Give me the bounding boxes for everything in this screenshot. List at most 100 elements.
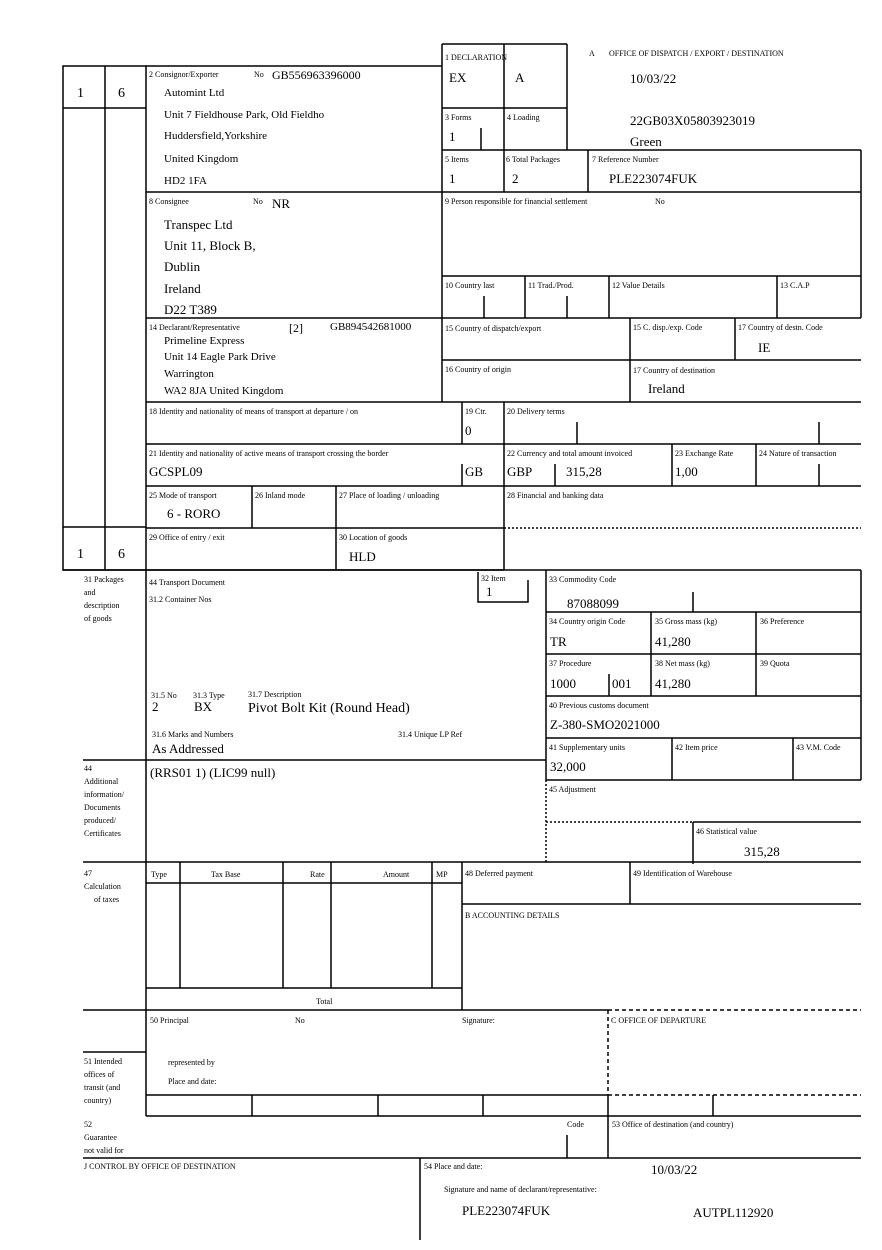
represented-by-label: represented by [168,1058,215,1067]
consignee-line: Dublin [164,259,201,274]
box7-label: 7 Reference Number [592,155,659,164]
box16-label: 16 Country of origin [445,365,511,374]
forms-value: 1 [449,129,456,144]
box51-side-label: offices of [84,1070,115,1079]
box51-side-label: 51 Intended [84,1057,122,1066]
goods-side-label: description [84,601,120,610]
side-bottom-right: 6 [118,547,125,562]
consignor-line: Huddersfield,Yorkshire [164,130,268,142]
side-top-right: 6 [118,86,125,101]
declarant-line: Unit 14 Eagle Park Drive [164,351,276,363]
boxB-label: B ACCOUNTING DETAILS [465,911,560,920]
box42-label: 42 Item price [675,743,718,752]
reference-number: PLE223074FUK [609,171,698,186]
transport-doc-label: 44 Transport Document [149,578,225,587]
signature-label: Signature: [462,1016,495,1025]
supplementary-units: 32,000 [550,759,586,774]
previous-document: Z-380-SMO2021000 [550,717,660,732]
container-flag: 0 [465,423,472,438]
box36-label: 36 Preference [760,617,805,626]
box51-side-label: country) [84,1096,112,1105]
box17-label: 17 Country of destination [633,366,715,375]
goods-side-label: of goods [84,614,112,623]
box46-label: 46 Statistical value [696,827,757,836]
consignee-line: Transpec Ltd [164,217,233,232]
tax-total-label: Total [316,997,333,1006]
box15-label: 15 Country of dispatch/export [445,324,542,333]
box1-label: 1 DECLARATION [445,53,507,62]
description-label: 31.7 Description [248,690,302,699]
item-number: 1 [486,584,493,599]
box5-label: 5 Items [445,155,469,164]
box49-label: 49 Identification of Warehouse [633,869,732,878]
pkg-no-label: 31.5 No [151,691,177,700]
box30-label: 30 Location of goods [339,533,408,542]
side-bottom-left: 1 [77,547,84,562]
box3-label: 3 Forms [445,113,472,122]
box40-label: 40 Previous customs document [549,701,649,710]
procedure-code: 1000 [550,676,576,691]
box37-label: 37 Procedure [549,659,592,668]
box52-side-label: 52 [84,1120,92,1129]
box44-side-label: Certificates [84,829,121,838]
goods-side-label: and [84,588,96,597]
box50-no-label: No [295,1016,305,1025]
pkg-type: BX [194,699,213,714]
active-transport: GCSPL09 [149,464,203,479]
box44-side-label: 44 [84,764,92,773]
box54-label: 54 Place and date: [424,1162,483,1171]
box47-side-label: Calculation [84,882,121,891]
boxC-label: C OFFICE OF DEPARTURE [611,1016,707,1025]
tax-col-mp: MP [436,870,448,879]
box44-side-label: Documents [84,803,121,812]
box53-label: 53 Office of destination (and country) [612,1120,734,1129]
box29-label: 29 Office of entry / exit [149,533,225,542]
total-packages-value: 2 [512,171,519,186]
pkg-type-label: 31.3 Type [193,691,225,700]
code-label: Code [567,1120,584,1129]
consignee-line: Unit 11, Block B, [164,238,256,253]
declarant-eori: GB894542681000 [330,321,412,333]
box35-label: 35 Gross mass (kg) [655,617,717,626]
box20-label: 20 Delivery terms [507,407,565,416]
declaration-subtype: A [515,70,525,85]
box15a-label: 15 C. disp./exp. Code [633,323,703,332]
box38-label: 38 Net mass (kg) [655,659,710,668]
box50-label: 50 Principal [150,1016,189,1025]
box45-label: 45 Adjustment [549,785,596,794]
consignor-eori: GB556963396000 [272,68,361,82]
box48-label: 48 Deferred payment [465,869,533,878]
box2-label: 2 Consignor/Exporter [149,70,219,79]
destination-country: Ireland [648,381,685,396]
box12-label: 12 Value Details [612,281,665,290]
commodity-code: 87088099 [567,596,619,611]
box-a-label: A [589,49,595,58]
box26-label: 26 Inland mode [255,491,306,500]
box34-label: 34 Country origin Code [549,617,626,626]
box51-side-label: transit (and [84,1083,121,1092]
goods-location: HLD [349,549,376,564]
transport-mode: 6 - RORO [167,506,221,521]
exchange-rate: 1,00 [675,464,698,479]
declarant-code: [2] [289,321,303,335]
mrn: 22GB03X05803923019 [630,113,755,128]
box9-label: 9 Person responsible for financial settl… [445,197,588,206]
consignee-line: Ireland [164,281,201,296]
currency: GBP [507,464,533,479]
tax-col-amount: Amount [383,870,410,879]
box41-label: 41 Supplementary units [549,743,625,752]
additional-procedure: 001 [612,676,632,691]
tax-col-rate: Rate [310,870,325,879]
box-a-title: OFFICE OF DISPATCH / EXPORT / DESTINATIO… [609,49,784,58]
box52-side-label: not valid for [84,1146,124,1155]
goods-side-label: 31 Packages [84,575,124,584]
box44-side-label: produced/ [84,816,116,825]
box23-label: 23 Exchange Rate [675,449,734,458]
lp-ref-label: 31.4 Unique LP Ref [398,730,463,739]
tax-col-base: Tax Base [211,870,241,879]
marks-value: As Addressed [152,741,224,756]
box8-no-label: No [253,197,263,206]
consignee-line: D22 T389 [164,302,217,317]
route: Green [630,134,662,149]
